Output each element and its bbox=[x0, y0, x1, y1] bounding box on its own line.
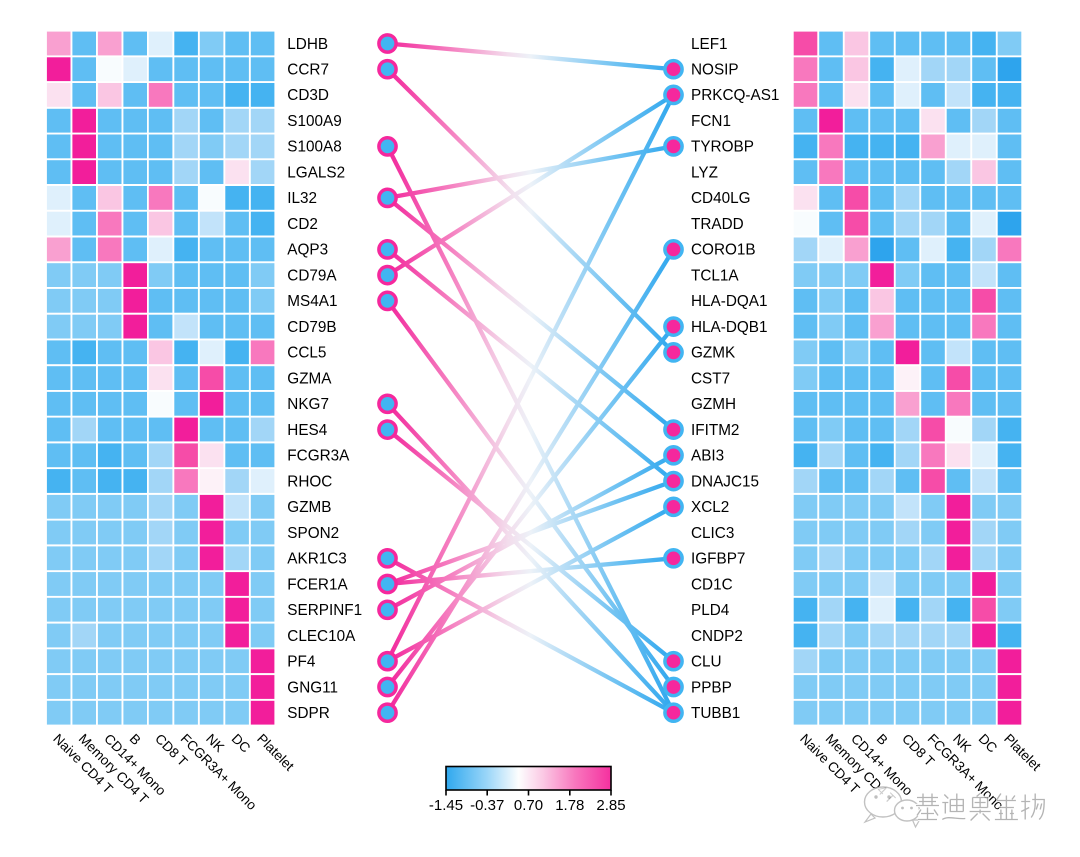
svg-text:HLA-DQA1: HLA-DQA1 bbox=[691, 293, 768, 310]
svg-text:HES4: HES4 bbox=[287, 422, 327, 439]
svg-text:DC: DC bbox=[229, 731, 254, 756]
svg-text:CD40LG: CD40LG bbox=[691, 190, 751, 207]
svg-text:SDPR: SDPR bbox=[287, 705, 330, 722]
svg-text:PLD4: PLD4 bbox=[691, 602, 730, 619]
svg-text:LDHB: LDHB bbox=[287, 36, 328, 53]
svg-text:TUBB1: TUBB1 bbox=[691, 705, 740, 722]
svg-text:NOSIP: NOSIP bbox=[691, 62, 739, 79]
svg-text:TRADD: TRADD bbox=[691, 216, 744, 233]
svg-text:Platelet: Platelet bbox=[1001, 731, 1044, 774]
svg-text:LYZ: LYZ bbox=[691, 165, 718, 182]
svg-text:CORO1B: CORO1B bbox=[691, 242, 756, 259]
svg-text:CD3D: CD3D bbox=[287, 87, 329, 104]
svg-text:CLU: CLU bbox=[691, 654, 722, 671]
svg-text:1.78: 1.78 bbox=[555, 797, 584, 814]
svg-text:LEF1: LEF1 bbox=[691, 36, 728, 53]
svg-text:FCER1A: FCER1A bbox=[287, 576, 348, 593]
svg-text:B: B bbox=[127, 731, 144, 748]
svg-text:IGFBP7: IGFBP7 bbox=[691, 551, 745, 568]
svg-text:AQP3: AQP3 bbox=[287, 242, 328, 259]
svg-text:CCL5: CCL5 bbox=[287, 345, 326, 362]
svg-text:TYROBP: TYROBP bbox=[691, 139, 754, 156]
svg-text:CLIC3: CLIC3 bbox=[691, 525, 734, 542]
svg-text:2.85: 2.85 bbox=[596, 797, 625, 814]
svg-text:CNDP2: CNDP2 bbox=[691, 628, 743, 645]
svg-text:GZMA: GZMA bbox=[287, 370, 332, 387]
svg-text:0.70: 0.70 bbox=[514, 797, 543, 814]
svg-text:B: B bbox=[874, 731, 891, 748]
svg-text:CD79A: CD79A bbox=[287, 267, 337, 284]
svg-text:-0.37: -0.37 bbox=[470, 797, 504, 814]
svg-text:CD79B: CD79B bbox=[287, 319, 336, 336]
svg-text:TCL1A: TCL1A bbox=[691, 267, 739, 284]
svg-text:GZMK: GZMK bbox=[691, 345, 736, 362]
svg-text:NKG7: NKG7 bbox=[287, 396, 329, 413]
svg-text:CD1C: CD1C bbox=[691, 576, 733, 593]
svg-text:CD2: CD2 bbox=[287, 216, 318, 233]
svg-text:DNAJC15: DNAJC15 bbox=[691, 473, 759, 490]
svg-text:FCN1: FCN1 bbox=[691, 113, 731, 130]
svg-text:IFITM2: IFITM2 bbox=[691, 422, 739, 439]
svg-text:LGALS2: LGALS2 bbox=[287, 165, 345, 182]
svg-text:DC: DC bbox=[976, 731, 1001, 756]
svg-text:GNG11: GNG11 bbox=[287, 679, 338, 696]
svg-text:MS4A1: MS4A1 bbox=[287, 293, 337, 310]
svg-text:SPON2: SPON2 bbox=[287, 525, 339, 542]
svg-text:CLEC10A: CLEC10A bbox=[287, 628, 356, 645]
svg-text:S100A9: S100A9 bbox=[287, 113, 341, 130]
svg-text:S100A8: S100A8 bbox=[287, 139, 341, 156]
svg-text:-1.45: -1.45 bbox=[429, 797, 463, 814]
svg-text:FCGR3A: FCGR3A bbox=[287, 448, 350, 465]
svg-text:RHOC: RHOC bbox=[287, 473, 332, 490]
svg-text:SERPINF1: SERPINF1 bbox=[287, 602, 362, 619]
svg-text:GZMH: GZMH bbox=[691, 396, 736, 413]
svg-text:GZMB: GZMB bbox=[287, 499, 331, 516]
svg-text:Platelet: Platelet bbox=[254, 731, 297, 774]
svg-text:IL32: IL32 bbox=[287, 190, 317, 207]
svg-text:ABI3: ABI3 bbox=[691, 448, 724, 465]
svg-text:PPBP: PPBP bbox=[691, 679, 732, 696]
svg-text:PF4: PF4 bbox=[287, 654, 316, 671]
svg-text:CCR7: CCR7 bbox=[287, 62, 329, 79]
svg-text:CST7: CST7 bbox=[691, 370, 730, 387]
svg-text:XCL2: XCL2 bbox=[691, 499, 729, 516]
svg-text:HLA-DQB1: HLA-DQB1 bbox=[691, 319, 768, 336]
svg-text:PRKCQ-AS1: PRKCQ-AS1 bbox=[691, 87, 779, 104]
svg-text:AKR1C3: AKR1C3 bbox=[287, 551, 347, 568]
